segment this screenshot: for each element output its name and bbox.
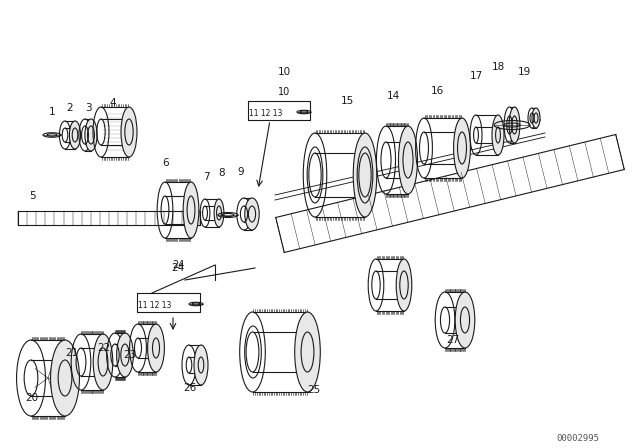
Text: 10: 10 [278,87,290,97]
Text: 9: 9 [237,167,244,177]
Ellipse shape [454,118,470,178]
Ellipse shape [455,292,475,348]
Text: 16: 16 [430,86,444,96]
Ellipse shape [148,324,164,372]
Text: 19: 19 [517,67,531,77]
Ellipse shape [183,182,199,238]
Ellipse shape [353,133,377,217]
Text: 1: 1 [49,107,55,117]
Text: 20: 20 [26,393,38,403]
Text: 17: 17 [469,71,483,81]
Ellipse shape [116,333,133,377]
Text: 24: 24 [172,263,184,273]
Text: 14: 14 [387,91,399,101]
Text: 00002995: 00002995 [557,434,600,443]
Ellipse shape [85,119,97,151]
Text: 18: 18 [492,62,504,72]
Ellipse shape [69,121,81,149]
Text: 6: 6 [163,158,170,168]
Text: 11 12 13: 11 12 13 [249,108,282,117]
Text: 11 12 13: 11 12 13 [138,301,172,310]
Text: 3: 3 [84,103,92,113]
Ellipse shape [294,312,320,392]
Ellipse shape [194,345,208,385]
Ellipse shape [399,126,417,194]
Ellipse shape [532,108,540,128]
Text: 5: 5 [29,191,35,201]
Text: 27: 27 [446,335,460,345]
Text: 10: 10 [277,67,291,77]
Ellipse shape [492,115,504,155]
Ellipse shape [245,198,259,230]
Ellipse shape [396,259,412,311]
Text: 22: 22 [97,343,111,353]
Ellipse shape [214,199,224,227]
Text: 7: 7 [203,172,209,182]
Text: 15: 15 [340,96,354,106]
Ellipse shape [509,107,520,143]
Text: 8: 8 [219,168,225,178]
Ellipse shape [93,334,113,390]
Text: 23: 23 [124,350,136,360]
Ellipse shape [121,107,137,157]
Ellipse shape [51,340,79,416]
Text: 25: 25 [307,385,321,395]
Text: 4: 4 [109,98,116,108]
Text: 24: 24 [172,260,184,270]
Text: 2: 2 [67,103,74,113]
Text: 26: 26 [184,383,196,393]
Text: 21: 21 [65,348,79,358]
